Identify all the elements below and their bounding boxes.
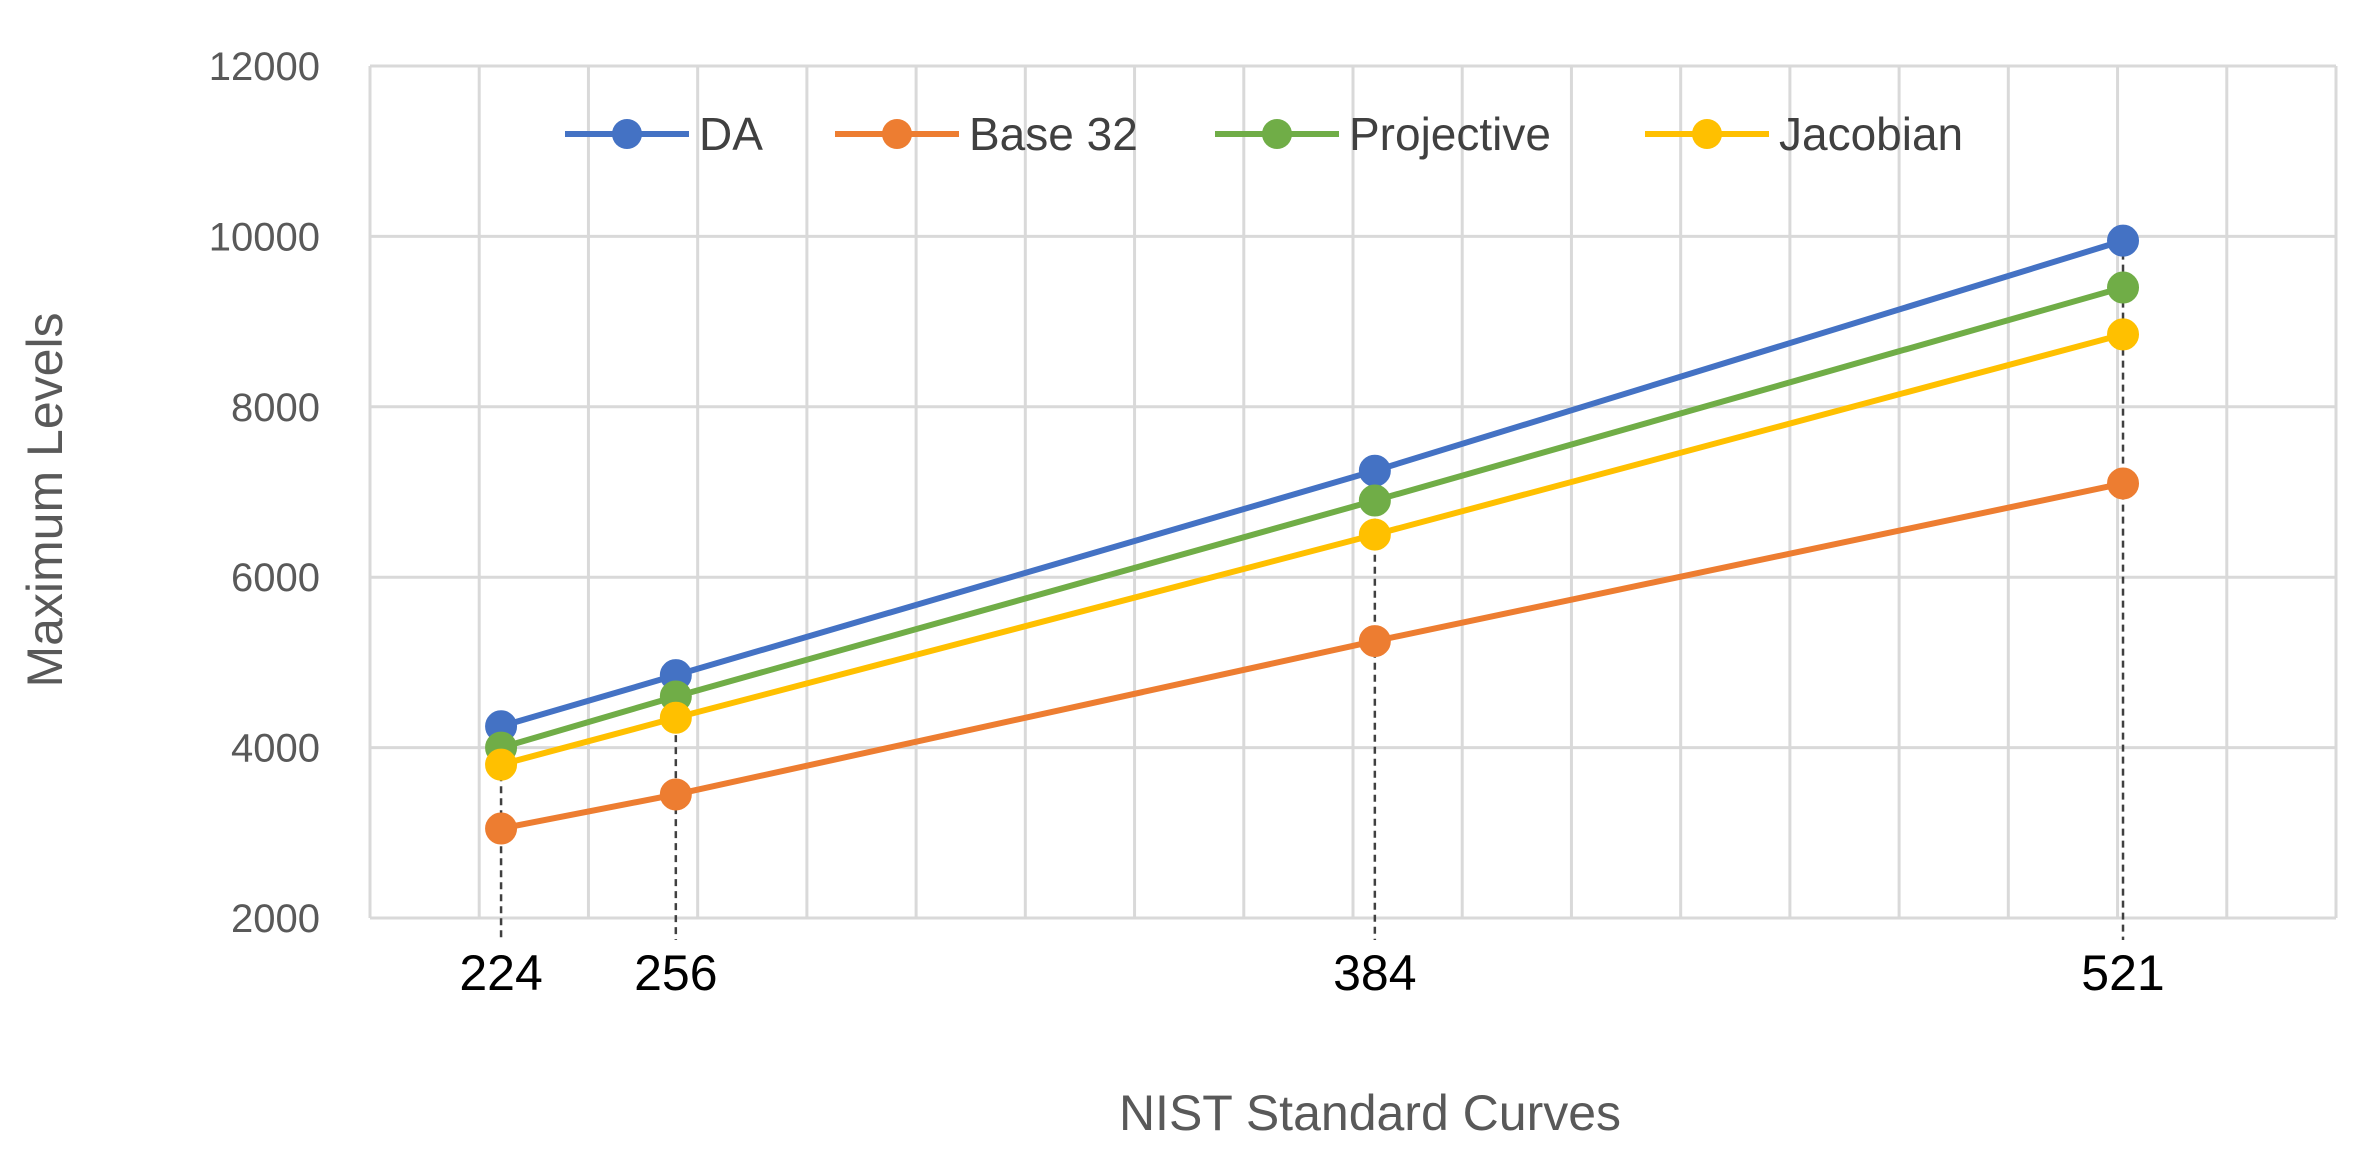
data-point-projective bbox=[2107, 271, 2140, 304]
x-tick-label: 256 bbox=[634, 945, 717, 1001]
y-tick-label: 12000 bbox=[209, 45, 320, 89]
data-point-jacobian bbox=[659, 701, 692, 734]
legend-label-projective: Projective bbox=[1349, 108, 1551, 160]
x-tick-label: 521 bbox=[2081, 945, 2164, 1001]
legend-label-jacobian: Jacobian bbox=[1779, 108, 1963, 160]
y-tick-label: 8000 bbox=[231, 386, 320, 430]
data-point-jacobian bbox=[2107, 318, 2140, 351]
legend-item-jacobian: Jacobian bbox=[1645, 108, 1963, 160]
legend-marker-jacobian bbox=[1692, 119, 1722, 149]
x-tick-label: 224 bbox=[459, 945, 542, 1001]
data-point-jacobian bbox=[485, 748, 518, 781]
legend-marker-base-32 bbox=[882, 119, 912, 149]
data-point-projective bbox=[1358, 484, 1391, 517]
y-tick-label: 10000 bbox=[209, 215, 320, 259]
data-point-da bbox=[1358, 454, 1391, 487]
legend-item-projective: Projective bbox=[1215, 108, 1551, 160]
y-axis-title: Maximum Levels bbox=[17, 312, 73, 687]
series-line-base-32 bbox=[500, 480, 2124, 832]
grid bbox=[368, 64, 2338, 920]
x-axis-tick-labels: 224 256 384 521 bbox=[459, 945, 2164, 1001]
legend-item-da: DA bbox=[565, 108, 763, 160]
series-line-da bbox=[500, 237, 2124, 730]
series-line-jacobian bbox=[500, 331, 2124, 768]
data-point-da bbox=[2107, 224, 2140, 257]
y-tick-label: 2000 bbox=[231, 897, 320, 941]
x-tick-label: 384 bbox=[1333, 945, 1416, 1001]
legend-label-da: DA bbox=[699, 108, 763, 160]
data-point-base-32 bbox=[659, 778, 692, 811]
y-tick-label: 6000 bbox=[231, 556, 320, 600]
series-base-32 bbox=[485, 467, 2140, 845]
drop-lines bbox=[499, 240, 2125, 940]
data-point-base-32 bbox=[1358, 625, 1391, 658]
legend-item-base-32: Base 32 bbox=[835, 108, 1138, 160]
series-jacobian bbox=[485, 318, 2140, 781]
data-point-base-32 bbox=[485, 812, 518, 845]
legend-label-base-32: Base 32 bbox=[969, 108, 1138, 160]
data-point-jacobian bbox=[1358, 518, 1391, 551]
legend-marker-projective bbox=[1262, 119, 1292, 149]
data-point-base-32 bbox=[2107, 467, 2140, 500]
series-projective bbox=[485, 271, 2140, 764]
legend-marker-da bbox=[612, 119, 642, 149]
legend: DA Base 32 Projective Jacobian bbox=[565, 108, 1963, 160]
series-line-projective bbox=[500, 284, 2124, 751]
x-axis-title: NIST Standard Curves bbox=[1119, 1085, 1621, 1141]
y-axis-tick-labels: 2000 4000 6000 8000 10000 12000 bbox=[209, 45, 320, 941]
series-da bbox=[485, 224, 2140, 743]
series-lines bbox=[485, 224, 2140, 845]
y-tick-label: 4000 bbox=[231, 727, 320, 771]
